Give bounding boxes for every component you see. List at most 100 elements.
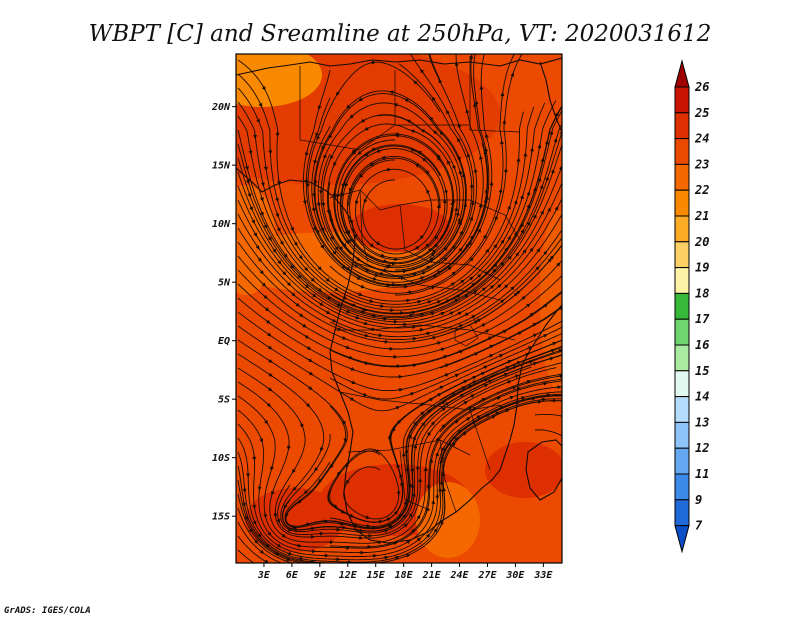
streamline-arrow xyxy=(535,399,543,404)
streamline-arrow xyxy=(468,276,474,281)
streamline-arrow xyxy=(348,186,353,193)
streamline-arrow xyxy=(301,323,307,328)
streamline-arrow xyxy=(296,274,302,279)
streamline-arrow xyxy=(406,290,413,295)
streamline-arrow xyxy=(315,130,320,137)
x-tick-label: 27E xyxy=(477,570,497,581)
streamline-arrow xyxy=(531,322,538,327)
streamline-arrow xyxy=(297,499,303,504)
streamline-arrow xyxy=(461,172,466,180)
streamline-arrow xyxy=(519,396,526,401)
streamline-arrow xyxy=(417,150,424,155)
streamline-arrow xyxy=(249,204,253,211)
streamline xyxy=(429,54,441,81)
streamline-arrow xyxy=(435,341,442,346)
streamline xyxy=(439,244,562,337)
streamline-arrow xyxy=(263,418,269,425)
streamline-arrow xyxy=(541,334,548,338)
streamline-arrow xyxy=(501,329,508,334)
x-tick-label: 12E xyxy=(339,570,358,581)
streamline-arrow xyxy=(493,215,498,222)
colorbar-box xyxy=(674,447,690,475)
streamline-arrow xyxy=(263,223,268,229)
streamline-arrow xyxy=(364,126,371,131)
streamline-arrow xyxy=(247,191,252,198)
streamline-arrow xyxy=(381,268,388,273)
streamline-arrow xyxy=(316,287,323,292)
streamline-arrow xyxy=(292,467,296,474)
streamline-arrow xyxy=(473,102,478,110)
streamline-arrow xyxy=(461,379,468,384)
streamline-arrow xyxy=(454,61,459,69)
streamline-arrow xyxy=(408,392,415,396)
streamline-arrow xyxy=(381,155,388,160)
streamline xyxy=(534,429,562,437)
streamline-arrow xyxy=(421,157,428,163)
streamline-arrow xyxy=(311,206,316,213)
streamline-arrow xyxy=(493,243,498,250)
grads-credit: GrADS: IGES/COLA xyxy=(4,606,91,616)
streamline-arrow xyxy=(292,527,299,532)
streamline-arrow xyxy=(428,257,434,262)
streamline xyxy=(237,479,316,563)
streamline-arrow xyxy=(242,500,247,507)
cooler-region-south-channel xyxy=(416,482,480,558)
streamline-arrow xyxy=(339,191,344,198)
streamline-arrow xyxy=(482,383,489,388)
streamline-arrow xyxy=(472,289,478,294)
streamline-arrow xyxy=(382,555,389,560)
streamline-arrow xyxy=(541,381,548,386)
streamline xyxy=(329,326,562,400)
streamline-arrow xyxy=(283,252,288,259)
streamline-arrow xyxy=(251,218,255,225)
y-tick-label: 10N xyxy=(212,219,231,230)
streamline-arrow xyxy=(270,489,275,496)
streamline-arrow xyxy=(385,523,392,528)
streamline-arrow xyxy=(474,100,479,107)
streamline-arrow xyxy=(320,243,325,249)
streamline-arrow xyxy=(431,249,437,254)
streamline xyxy=(237,227,562,338)
streamline-arrow xyxy=(341,181,346,188)
warm-region-central xyxy=(350,204,450,252)
streamline-arrow xyxy=(325,295,332,300)
streamline-arrow xyxy=(303,334,310,339)
streamline-arrow xyxy=(294,302,301,307)
streamline-arrow xyxy=(529,396,536,401)
colorbar-label: 24 xyxy=(694,132,709,146)
streamline-arrow xyxy=(293,240,298,247)
streamline xyxy=(277,362,562,537)
streamline-arrow xyxy=(312,225,317,232)
streamline-arrow xyxy=(455,294,461,299)
streamline xyxy=(329,339,562,523)
streamline-arrow xyxy=(290,524,297,529)
streamline-arrow xyxy=(482,234,487,241)
streamline-arrow xyxy=(419,402,425,407)
streamline-arrow xyxy=(443,373,450,378)
streamline-arrow xyxy=(295,543,302,548)
streamline-arrow xyxy=(470,282,476,288)
streamline-arrow xyxy=(510,72,515,79)
streamline-arrow xyxy=(498,406,505,410)
streamline-arrow xyxy=(417,328,425,333)
streamline-arrow xyxy=(290,291,296,297)
streamline-arrow xyxy=(266,345,273,350)
y-tick-label: 5N xyxy=(218,278,231,289)
streamline-arrow xyxy=(267,387,273,392)
streamline-arrow xyxy=(384,264,391,269)
colorbar-label: 13 xyxy=(695,415,709,429)
streamline-arrow xyxy=(349,366,356,371)
y-tick-label: 5S xyxy=(218,395,230,406)
streamline-arrow xyxy=(316,134,321,141)
streamline-arrow xyxy=(544,393,551,398)
streamline-arrow xyxy=(358,284,366,289)
streamline-arrow xyxy=(344,345,351,350)
streamline-arrow xyxy=(477,228,481,235)
streamline-arrow xyxy=(253,132,258,140)
streamline-arrow xyxy=(276,226,281,233)
streamline-arrow xyxy=(469,216,474,223)
streamline-arrow xyxy=(526,191,531,198)
streamline-arrow xyxy=(344,309,351,314)
streamline-arrow xyxy=(439,400,446,405)
streamline-arrow xyxy=(310,277,316,282)
